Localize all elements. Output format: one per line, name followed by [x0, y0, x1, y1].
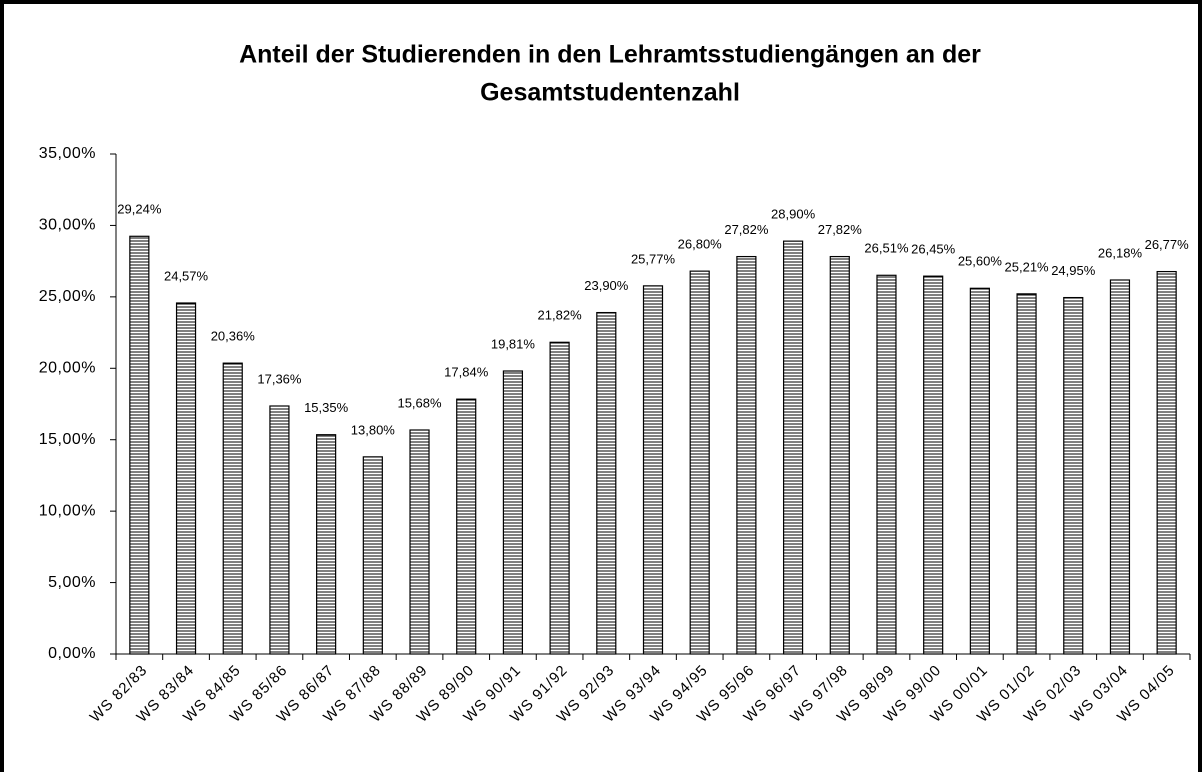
- chart-title: Anteil der Studierenden in den Lehramtss…: [239, 41, 981, 69]
- bar: [316, 434, 337, 655]
- value-label: 20,36%: [211, 329, 256, 344]
- y-tick-label: 30,00%: [39, 217, 96, 234]
- bar: [409, 429, 430, 655]
- bar: [502, 370, 524, 655]
- bar: [456, 398, 477, 655]
- bar: [1063, 296, 1084, 655]
- bar: [129, 235, 150, 655]
- value-label: 24,95%: [1051, 263, 1096, 278]
- bar: [175, 302, 197, 655]
- y-tick-label: 25,00%: [39, 288, 96, 305]
- value-label: 27,82%: [818, 222, 863, 237]
- value-label: 24,57%: [164, 268, 209, 283]
- value-label: 26,80%: [678, 237, 723, 252]
- bar: [362, 456, 383, 655]
- value-label: 26,77%: [1145, 237, 1190, 252]
- value-label: 13,80%: [351, 422, 396, 437]
- bar: [1109, 279, 1131, 655]
- value-label: 26,45%: [911, 242, 956, 257]
- y-tick-label: 10,00%: [39, 502, 96, 519]
- value-label: 25,60%: [958, 254, 1003, 269]
- bar: [923, 275, 944, 655]
- bar: [1156, 270, 1177, 655]
- value-label: 23,90%: [584, 278, 629, 293]
- bar: [969, 287, 990, 655]
- value-label: 26,18%: [1098, 245, 1143, 260]
- bar: [876, 274, 897, 655]
- value-label: 26,51%: [864, 241, 909, 256]
- value-label: 19,81%: [491, 336, 536, 351]
- bar: [736, 255, 757, 655]
- value-label: 25,77%: [631, 251, 676, 266]
- y-tick-label: 35,00%: [39, 145, 96, 162]
- bar: [689, 270, 710, 655]
- y-tick-label: 15,00%: [39, 431, 96, 448]
- bar: [549, 341, 570, 655]
- bar: [269, 405, 290, 655]
- value-label: 28,90%: [771, 207, 816, 222]
- bar: [1016, 293, 1037, 655]
- chart-title: Gesamtstudentenzahl: [480, 79, 740, 107]
- y-tick-label: 20,00%: [39, 360, 96, 377]
- bar: [829, 255, 850, 655]
- value-label: 29,24%: [117, 202, 162, 217]
- value-label: 21,82%: [538, 308, 583, 323]
- bar: [642, 285, 664, 655]
- bar: [222, 362, 243, 655]
- value-label: 17,36%: [257, 371, 302, 386]
- bar: [782, 240, 804, 655]
- value-label: 15,68%: [397, 395, 442, 410]
- y-tick-label: 5,00%: [48, 574, 96, 591]
- bar: [596, 311, 617, 655]
- value-label: 27,82%: [724, 222, 769, 237]
- value-label: 25,21%: [1005, 259, 1050, 274]
- value-label: 17,84%: [444, 365, 489, 380]
- value-label: 15,35%: [304, 400, 349, 415]
- y-tick-label: 0,00%: [48, 645, 96, 662]
